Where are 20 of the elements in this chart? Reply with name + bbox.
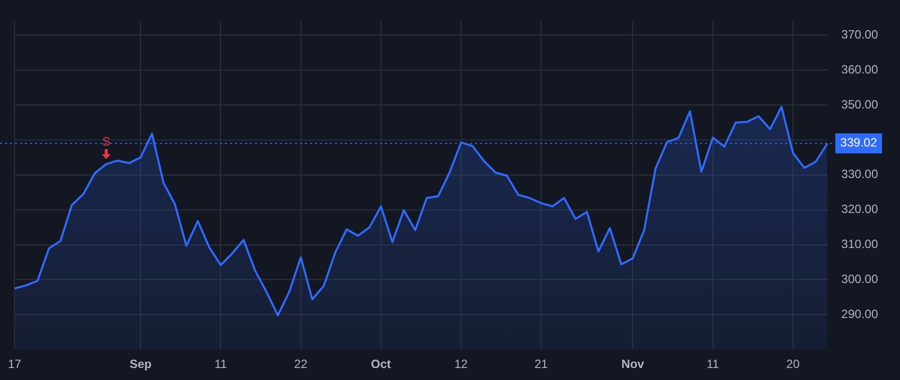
x-tick-label: 12 [454, 357, 468, 372]
y-tick-label: 290.00 [841, 306, 878, 321]
x-tick-label: Sep [130, 357, 152, 372]
y-tick-label: 360.00 [841, 62, 878, 76]
y-tick-label: 320.00 [841, 202, 878, 216]
y-tick-label: 350.00 [841, 97, 878, 112]
y-tick-label: 370.00 [841, 27, 878, 42]
x-tick-label: 22 [294, 357, 308, 372]
y-tick-label: 310.00 [841, 237, 878, 252]
ref-line-label: 339.02 [840, 136, 878, 150]
x-tick-label: 11 [214, 357, 228, 372]
x-tick-label: 17 [8, 357, 22, 372]
annotation: S [102, 134, 110, 148]
x-tick-label: 20 [786, 357, 800, 372]
y-tick-label: 330.00 [841, 167, 878, 182]
x-tick-label: 21 [534, 357, 548, 372]
x-tick-label: 11 [706, 357, 720, 372]
y-tick-label: 300.00 [841, 272, 878, 286]
x-tick-label: Oct [370, 357, 391, 372]
x-tick-label: Nov [621, 357, 644, 372]
